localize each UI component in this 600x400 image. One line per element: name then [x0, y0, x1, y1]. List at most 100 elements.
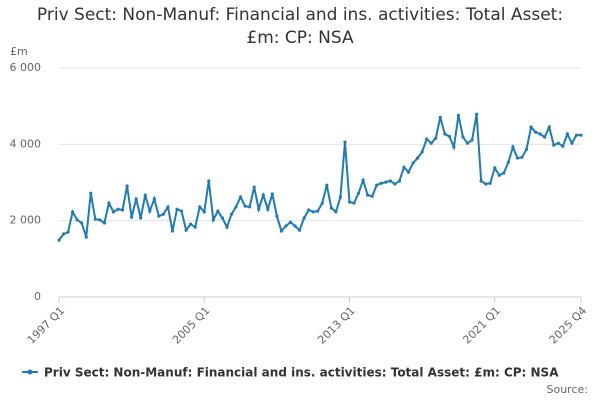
point — [211, 218, 215, 222]
point — [397, 179, 402, 183]
point — [307, 208, 311, 212]
point — [229, 212, 234, 216]
point — [429, 141, 433, 145]
point — [461, 135, 465, 139]
point — [257, 207, 261, 211]
point — [102, 221, 106, 225]
point — [120, 208, 125, 212]
point — [166, 205, 170, 209]
point — [402, 165, 406, 169]
point — [475, 112, 479, 116]
y-tick-label: 0 — [34, 290, 41, 303]
point — [57, 238, 61, 242]
point — [497, 173, 501, 177]
point — [130, 215, 134, 219]
point — [352, 201, 356, 205]
point — [107, 201, 111, 205]
point — [415, 156, 420, 160]
point — [511, 145, 515, 149]
point — [552, 143, 556, 147]
point — [170, 229, 175, 233]
point — [388, 179, 392, 183]
point — [470, 138, 474, 142]
point — [111, 210, 116, 214]
y-axis-label: £m — [10, 45, 28, 58]
y-tick-label: 6 000 — [10, 61, 42, 74]
point — [175, 207, 179, 211]
point — [484, 182, 488, 186]
point — [556, 141, 560, 145]
point — [80, 221, 84, 225]
point — [266, 207, 270, 211]
point — [411, 161, 415, 165]
point — [261, 193, 265, 197]
point — [75, 218, 79, 222]
point — [152, 197, 156, 201]
point — [334, 210, 338, 214]
point — [66, 230, 70, 234]
point — [61, 232, 66, 236]
y-tick-label: 2 000 — [10, 214, 42, 227]
point — [179, 209, 184, 213]
point — [234, 205, 238, 209]
point — [493, 166, 497, 170]
point — [184, 228, 188, 232]
point — [465, 141, 470, 145]
point — [275, 214, 279, 218]
point — [238, 195, 243, 199]
point — [311, 210, 315, 214]
point — [356, 191, 361, 195]
point — [325, 183, 329, 187]
point — [193, 225, 197, 229]
point — [338, 195, 343, 199]
x-tick-label: 2021 Q1 — [460, 304, 503, 347]
point — [506, 160, 510, 164]
point — [202, 210, 206, 214]
point — [574, 133, 579, 137]
x-tick-label: 2013 Q1 — [315, 304, 358, 347]
source: Source: — [547, 383, 589, 396]
point — [447, 134, 451, 138]
point — [561, 144, 565, 148]
point — [279, 229, 284, 233]
point — [361, 178, 365, 182]
point — [488, 181, 492, 185]
point — [143, 193, 147, 197]
point — [420, 150, 424, 154]
point — [297, 228, 302, 232]
point — [547, 125, 551, 129]
point — [379, 181, 383, 185]
point — [148, 209, 152, 213]
point — [375, 183, 379, 187]
point — [406, 170, 411, 174]
point — [207, 179, 211, 183]
point — [425, 137, 429, 141]
point — [520, 155, 524, 159]
point — [534, 130, 538, 134]
point — [157, 214, 161, 218]
point — [71, 210, 75, 214]
point — [366, 193, 370, 197]
point — [538, 132, 542, 136]
x-tick-label: 2005 Q1 — [170, 304, 213, 347]
point — [161, 212, 165, 216]
point — [139, 216, 143, 220]
series-line — [58, 114, 581, 241]
point — [524, 147, 529, 151]
point — [320, 201, 324, 205]
x-tick-label: 1997 Q1 — [25, 304, 68, 347]
point — [393, 182, 397, 186]
point — [98, 218, 102, 222]
point — [434, 136, 438, 140]
point — [302, 216, 306, 220]
point — [125, 184, 129, 188]
point — [479, 179, 483, 183]
point — [225, 225, 229, 229]
point — [116, 207, 120, 211]
point — [84, 235, 88, 239]
point — [570, 141, 574, 145]
point — [288, 220, 293, 224]
point — [452, 145, 456, 149]
point — [270, 192, 274, 196]
